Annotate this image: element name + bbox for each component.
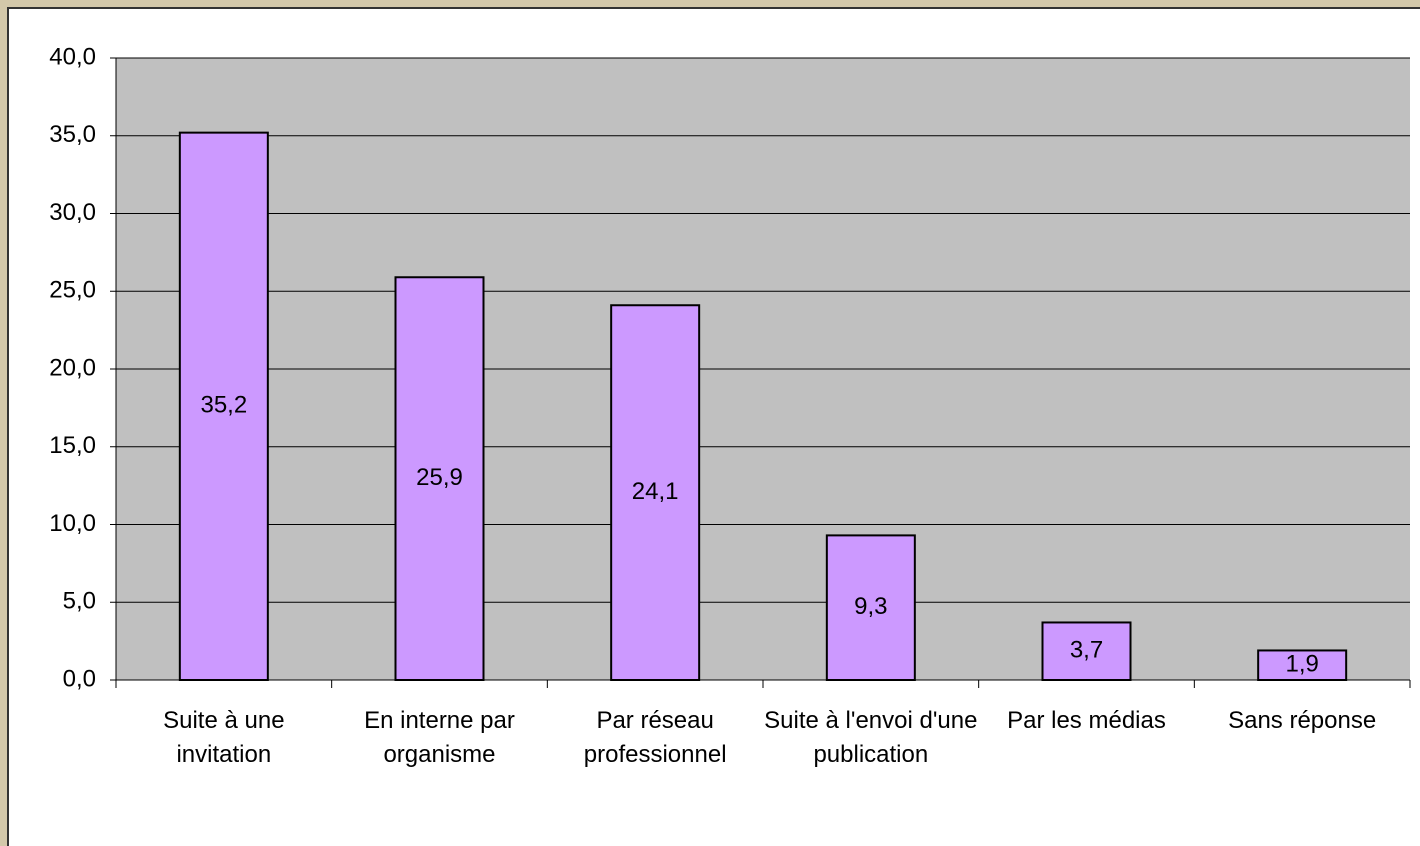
y-tick-label: 25,0	[49, 277, 96, 304]
data-label: 3,7	[1070, 637, 1103, 664]
data-label: 24,1	[632, 478, 679, 505]
bar	[1257, 649, 1348, 682]
bar	[610, 304, 701, 681]
y-tick-label: 30,0	[49, 199, 96, 226]
data-label: 25,9	[416, 464, 463, 491]
bar	[394, 276, 485, 681]
y-tick-label: 15,0	[49, 432, 96, 459]
bar	[1041, 621, 1132, 682]
x-tick-label: En interne par organisme	[364, 707, 515, 768]
x-tick-label: Sans réponse	[1228, 707, 1377, 734]
data-label: 9,3	[854, 593, 887, 620]
x-tick-label: Par les médias	[1007, 707, 1166, 734]
y-tick-label: 35,0	[49, 121, 96, 148]
y-tick-label: 20,0	[49, 354, 96, 381]
y-tick-label: 10,0	[49, 510, 96, 537]
bar	[825, 534, 916, 682]
y-tick-label: 0,0	[63, 665, 96, 692]
y-tick-label: 5,0	[63, 588, 96, 615]
data-label: 35,2	[200, 392, 247, 419]
x-tick-label: Par réseau professionnel	[583, 707, 727, 768]
x-tick-label: Suite à l'envoi d'une publication	[764, 707, 978, 768]
y-tick-label: 40,0	[49, 43, 96, 70]
data-label: 1,9	[1285, 651, 1318, 678]
bar	[178, 131, 269, 681]
x-tick-label: Suite à une invitation	[163, 707, 285, 768]
